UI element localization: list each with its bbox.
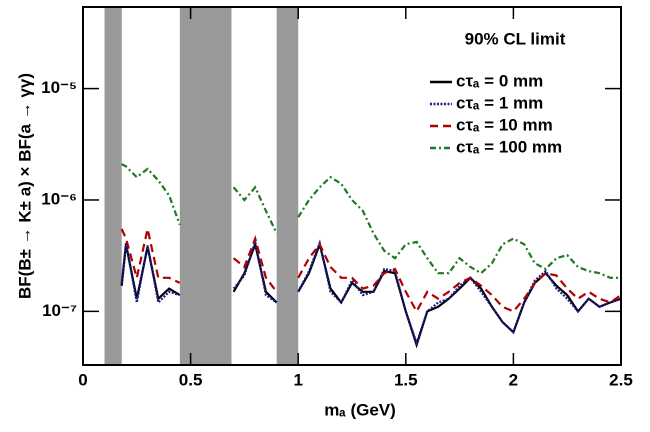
legend-label: cτₐ = 1 mm bbox=[456, 93, 543, 112]
y-tick-label: 10⁻⁶ bbox=[41, 189, 77, 208]
y-tick-label: 10⁻⁵ bbox=[41, 78, 77, 97]
shaded-region bbox=[179, 7, 232, 365]
legend-label: cτₐ = 10 mm bbox=[456, 115, 553, 134]
series-line bbox=[121, 163, 621, 279]
x-tick-label: 1 bbox=[293, 370, 302, 389]
x-tick-label: 0.5 bbox=[179, 370, 203, 389]
x-axis-label: mₐ (GeV) bbox=[324, 400, 396, 419]
y-tick-label: 10⁻⁷ bbox=[42, 301, 77, 320]
series-line bbox=[120, 237, 622, 347]
x-tick-label: 2.5 bbox=[609, 370, 633, 389]
legend-label: cτₐ = 0 mm bbox=[456, 71, 543, 90]
y-axis-label: BF(B± → K± a) × BF(a → γγ) bbox=[15, 73, 34, 299]
x-tick-label: 2 bbox=[509, 370, 518, 389]
shaded-region bbox=[276, 7, 299, 365]
plot-frame bbox=[82, 6, 622, 366]
series-line bbox=[120, 228, 622, 314]
legend-title: 90% CL limit bbox=[465, 29, 566, 48]
x-tick-label: 0 bbox=[78, 370, 87, 389]
x-tick-label: 1.5 bbox=[394, 370, 418, 389]
shaded-region bbox=[104, 7, 122, 365]
legend-label: cτₐ = 100 mm bbox=[456, 137, 562, 156]
